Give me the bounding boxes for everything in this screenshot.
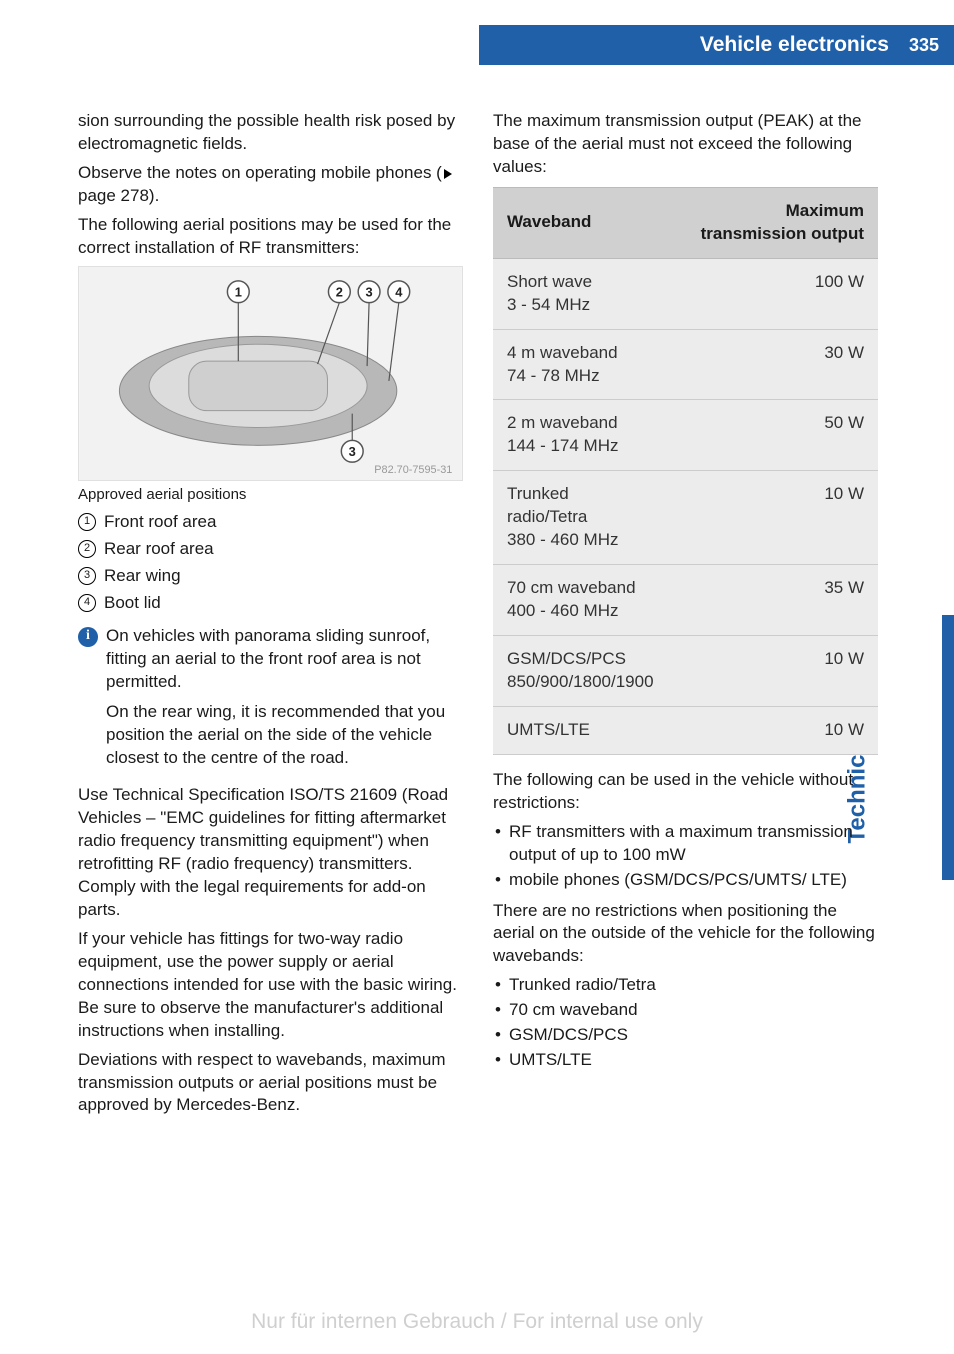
cell-line: 4 m waveband bbox=[507, 343, 618, 362]
list-item: 2 Rear roof area bbox=[78, 538, 463, 561]
side-tab-bar bbox=[942, 615, 954, 880]
bullet-list: Trunked radio/Tetra 70 cm waveband GSM/D… bbox=[493, 974, 878, 1072]
cell-line: Short wave bbox=[507, 272, 592, 291]
table-header-row: Waveband Maximum transmission output bbox=[493, 187, 878, 258]
list-item: 3 Rear wing bbox=[78, 565, 463, 588]
para: The maximum transmission output (PEAK) a… bbox=[493, 110, 878, 179]
callout-label: Rear roof area bbox=[104, 538, 214, 561]
para: Observe the notes on operating mobile ph… bbox=[78, 162, 463, 208]
table-cell: 50 W bbox=[668, 400, 878, 471]
watermark-text: Nur für internen Gebrauch / For internal… bbox=[0, 1310, 954, 1334]
cell-line: 74 - 78 MHz bbox=[507, 366, 600, 385]
table-header: Waveband bbox=[493, 187, 668, 258]
info-text: On vehicles with panorama sliding sunroo… bbox=[106, 625, 463, 779]
diagram-code: P82.70-7595-31 bbox=[374, 464, 452, 476]
callout-number-icon: 2 bbox=[78, 540, 96, 558]
table-cell: 30 W bbox=[668, 329, 878, 400]
para: If your vehicle has fittings for two-way… bbox=[78, 928, 463, 1043]
table-row: 4 m waveband 74 - 78 MHz 30 W bbox=[493, 329, 878, 400]
callout-label: Front roof area bbox=[104, 511, 216, 534]
table-cell: Short wave 3 - 54 MHz bbox=[493, 258, 668, 329]
table-cell: Trunked radio/Tetra 380 - 460 MHz bbox=[493, 471, 668, 565]
header-bar: Vehicle electronics 335 bbox=[0, 25, 954, 65]
table-cell: 70 cm waveband 400 - 460 MHz bbox=[493, 565, 668, 636]
header-blue-region: Vehicle electronics 335 bbox=[479, 25, 954, 65]
list-item: Trunked radio/Tetra bbox=[493, 974, 878, 997]
page-number: 335 bbox=[909, 35, 939, 56]
cell-line: 400 - 460 MHz bbox=[507, 601, 619, 620]
info-note: i On vehicles with panorama sliding sunr… bbox=[78, 625, 463, 779]
para: On vehicles with panorama sliding sunroo… bbox=[106, 625, 463, 694]
table-header: Maximum transmission output bbox=[668, 187, 878, 258]
list-item: GSM/DCS/PCS bbox=[493, 1024, 878, 1047]
table-row: 2 m waveband 144 - 174 MHz 50 W bbox=[493, 400, 878, 471]
cell-line: 3 - 54 MHz bbox=[507, 295, 590, 314]
side-tab: Technical data bbox=[906, 615, 954, 880]
text: Observe the notes on operating mobile ph… bbox=[78, 163, 442, 182]
left-column: sion surrounding the possible health ris… bbox=[78, 110, 463, 1123]
table-row: Short wave 3 - 54 MHz 100 W bbox=[493, 258, 878, 329]
cell-line: 70 cm waveband bbox=[507, 578, 636, 597]
list-item: UMTS/LTE bbox=[493, 1049, 878, 1072]
table-cell: 10 W bbox=[668, 636, 878, 707]
svg-text:3: 3 bbox=[349, 444, 356, 459]
list-item: 4 Boot lid bbox=[78, 592, 463, 615]
ref-triangle-icon bbox=[444, 169, 452, 179]
list-item: 1 Front roof area bbox=[78, 511, 463, 534]
aerial-positions-diagram: 1 2 3 4 3 P82.70-7595-31 bbox=[78, 266, 463, 481]
table-row: GSM/DCS/PCS 850/900/1800/1900 10 W bbox=[493, 636, 878, 707]
bullet-list: RF transmitters with a maximum transmiss… bbox=[493, 821, 878, 892]
table-cell: GSM/DCS/PCS 850/900/1800/1900 bbox=[493, 636, 668, 707]
para: sion surrounding the possible health ris… bbox=[78, 110, 463, 156]
table-cell: 10 W bbox=[668, 471, 878, 565]
table-row: UMTS/LTE10 W bbox=[493, 706, 878, 754]
svg-text:3: 3 bbox=[365, 284, 372, 299]
list-item: mobile phones (GSM/DCS/PCS/UMTS/ LTE) bbox=[493, 869, 878, 892]
callout-number-icon: 4 bbox=[78, 594, 96, 612]
callout-list: 1 Front roof area 2 Rear roof area 3 Rear w… bbox=[78, 511, 463, 615]
cell-line: GSM/DCS/PCS bbox=[507, 649, 626, 668]
para: There are no restrictions when positioni… bbox=[493, 900, 878, 969]
para: The following aerial positions may be us… bbox=[78, 214, 463, 260]
car-diagram-svg: 1 2 3 4 3 P82.70-7595-31 bbox=[79, 267, 462, 480]
table-row: Trunked radio/Tetra 380 - 460 MHz 10 W bbox=[493, 471, 878, 565]
para: On the rear wing, it is recommended that… bbox=[106, 701, 463, 770]
cell-line: Trunked radio/Tetra bbox=[507, 484, 587, 526]
callout-label: Rear wing bbox=[104, 565, 181, 588]
callout-number-icon: 1 bbox=[78, 513, 96, 531]
svg-text:2: 2 bbox=[336, 284, 343, 299]
table-cell: 10 W bbox=[668, 706, 878, 754]
cell-line: 144 - 174 MHz bbox=[507, 436, 619, 455]
para: Use Technical Specification ISO/TS 21609… bbox=[78, 784, 463, 922]
table-row: 70 cm waveband 400 - 460 MHz 35 W bbox=[493, 565, 878, 636]
list-item: 70 cm waveband bbox=[493, 999, 878, 1022]
table-cell: 35 W bbox=[668, 565, 878, 636]
table-cell: UMTS/LTE bbox=[493, 706, 668, 754]
callout-label: Boot lid bbox=[104, 592, 161, 615]
content-area: sion surrounding the possible health ris… bbox=[78, 110, 878, 1123]
para: The following can be used in the vehicle… bbox=[493, 769, 878, 815]
svg-text:4: 4 bbox=[395, 284, 403, 299]
cell-line: 380 - 460 MHz bbox=[507, 530, 619, 549]
right-column: The maximum transmission output (PEAK) a… bbox=[493, 110, 878, 1123]
table-cell: 2 m waveband 144 - 174 MHz bbox=[493, 400, 668, 471]
waveband-table: Waveband Maximum transmission output Sho… bbox=[493, 187, 878, 755]
table-cell: 100 W bbox=[668, 258, 878, 329]
text: page 278). bbox=[78, 186, 159, 205]
callout-number-icon: 3 bbox=[78, 567, 96, 585]
svg-text:1: 1 bbox=[235, 284, 242, 299]
header-title: Vehicle electronics bbox=[700, 33, 889, 57]
para: Deviations with respect to wavebands, ma… bbox=[78, 1049, 463, 1118]
cell-line: 850/900/1800/1900 bbox=[507, 672, 654, 691]
info-icon: i bbox=[78, 627, 98, 647]
list-item: RF transmitters with a maximum transmiss… bbox=[493, 821, 878, 867]
cell-line: 2 m waveband bbox=[507, 413, 618, 432]
diagram-caption: Approved aerial positions bbox=[78, 485, 463, 505]
table-cell: 4 m waveband 74 - 78 MHz bbox=[493, 329, 668, 400]
